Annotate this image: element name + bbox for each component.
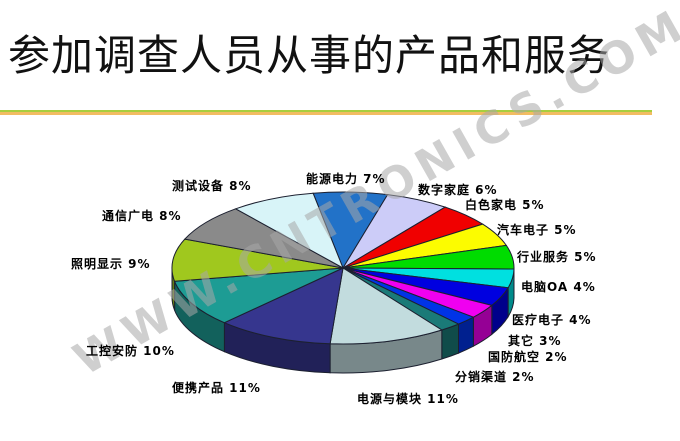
slice-label: 能源电力 7% bbox=[306, 172, 386, 186]
slice-label: 国防航空 2% bbox=[488, 350, 568, 364]
slice-label: 测试设备 8% bbox=[172, 179, 252, 193]
page-title: 参加调查人员从事的产品和服务 bbox=[8, 34, 611, 80]
slice-label: 电脑OA 4% bbox=[521, 280, 596, 294]
slice-label: 分销渠道 2% bbox=[455, 370, 535, 384]
slice-label: 行业服务 5% bbox=[517, 250, 597, 264]
title-divider bbox=[0, 110, 652, 115]
slice-label: 白色家电 5% bbox=[465, 198, 545, 212]
slice-label: 汽车电子 5% bbox=[497, 223, 577, 237]
slice-label: 通信广电 8% bbox=[102, 209, 182, 223]
slice-label: 便携产品 11% bbox=[172, 381, 261, 395]
slice-label: 数字家庭 6% bbox=[418, 183, 498, 197]
divider-line-top bbox=[0, 110, 652, 112]
slice-label: 其它 3% bbox=[508, 334, 562, 348]
slice-label: 医疗电子 4% bbox=[512, 313, 592, 327]
divider-line-bottom bbox=[0, 112, 652, 115]
slice-label: 照明显示 9% bbox=[71, 257, 151, 271]
slice-label: 工控安防 10% bbox=[86, 344, 175, 358]
slice-label: 电源与模块 11% bbox=[357, 392, 459, 406]
